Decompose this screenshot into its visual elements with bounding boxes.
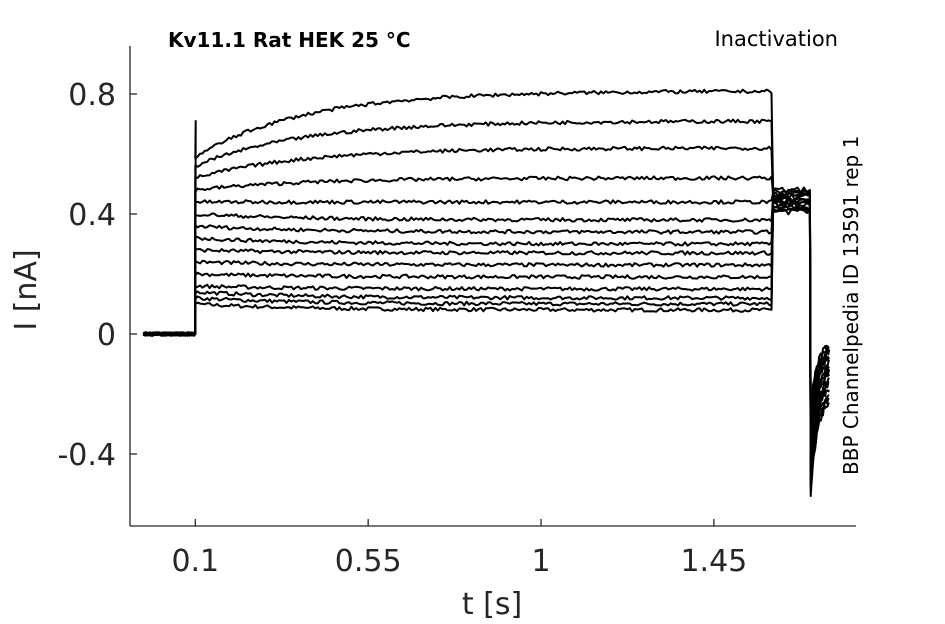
x-tick-label: 1.45 <box>680 544 747 579</box>
trace-line <box>142 194 831 440</box>
trace-line <box>142 145 831 419</box>
x-tick-label: 0.55 <box>335 544 402 579</box>
y-tick-label: 0.4 <box>68 198 116 233</box>
side-label: BBP Channelpedia ID 13591 rep 1 <box>839 136 863 475</box>
trace-line <box>142 194 830 449</box>
protocol-label: Inactivation <box>714 27 838 51</box>
x-ticks: 0.1 0.55 1 1.45 <box>171 519 747 579</box>
trace-line <box>142 199 831 455</box>
y-tick-label: -0.4 <box>57 438 116 473</box>
trace-line <box>143 200 830 473</box>
x-tick-label: 1 <box>531 544 550 579</box>
trace-line <box>143 175 830 425</box>
trace-line <box>142 206 830 491</box>
traces-group <box>142 88 831 497</box>
y-tick-label: 0.8 <box>68 78 116 113</box>
trace-line <box>142 206 830 497</box>
y-ticks: -0.4 0 0.4 0.8 <box>57 78 137 473</box>
x-tick-label: 0.1 <box>171 544 219 579</box>
trace-line <box>142 203 830 479</box>
trace-line <box>142 118 830 413</box>
trace-line <box>142 192 830 434</box>
y-axis-label: I [nA] <box>9 249 44 330</box>
y-tick-label: 0 <box>97 318 116 353</box>
trace-line <box>143 204 830 485</box>
trace-line <box>143 88 830 407</box>
trace-line <box>142 198 830 461</box>
trace-line <box>142 201 830 467</box>
x-axis-label: t [s] <box>462 587 522 622</box>
chart-title: Kv11.1 Rat HEK 25 °C <box>168 28 411 52</box>
